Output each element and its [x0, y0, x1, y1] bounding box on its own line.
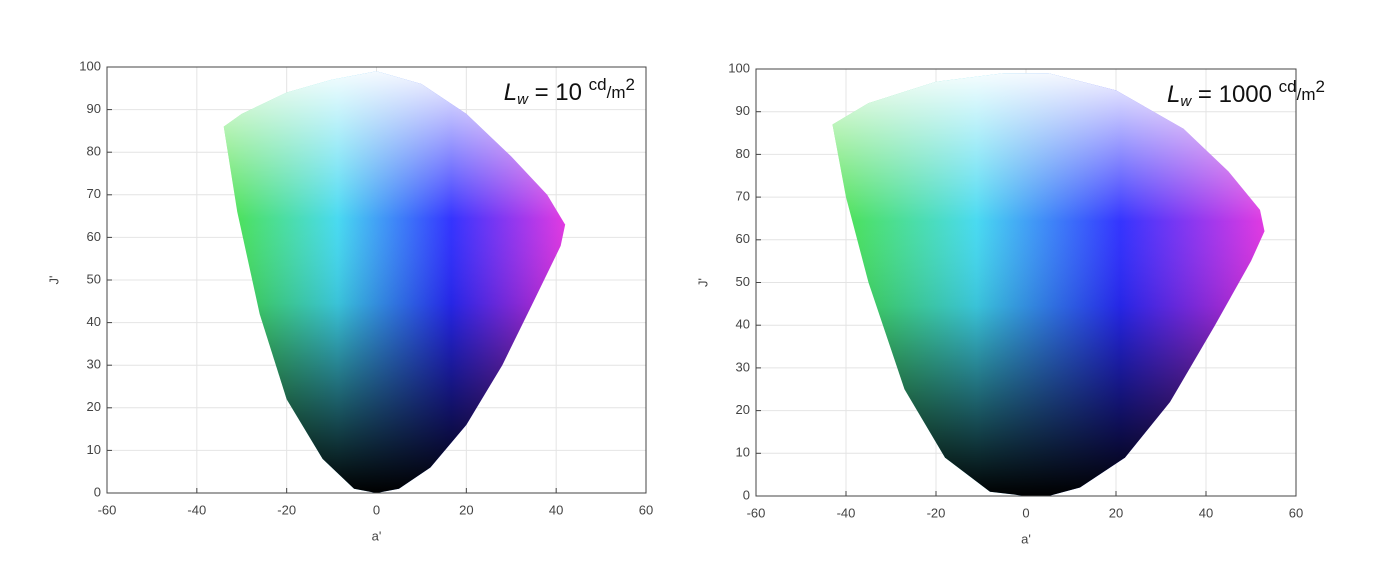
annotation-part: = 10 [528, 79, 589, 106]
axes-box [755, 68, 1297, 497]
x-tick-label: -60 [98, 502, 117, 517]
x-tick-label: 0 [1022, 505, 1029, 520]
annotation-part: = 1000 [1191, 81, 1278, 108]
x-tick-label: -20 [277, 502, 296, 517]
y-tick-label: 40 [87, 314, 101, 329]
annotation: Lw = 10 cd/m2 [504, 75, 635, 107]
y-tick-label: 20 [87, 399, 101, 414]
annotation-part: w [517, 91, 529, 108]
x-axis-label: a' [372, 528, 382, 543]
y-axis-label: J' [46, 276, 61, 285]
y-tick-label: 90 [736, 103, 750, 118]
axes-box [106, 66, 647, 494]
y-tick-label: 10 [736, 445, 750, 460]
annotation-part: /m [607, 83, 626, 102]
annotation-part: cd [1279, 77, 1297, 96]
y-tick-label: 50 [736, 274, 750, 289]
y-tick-label: 0 [94, 484, 101, 499]
y-tick-label: 70 [87, 186, 101, 201]
y-tick-label: 10 [87, 442, 101, 457]
annotation-part: w [1180, 93, 1192, 110]
x-tick-label: 20 [1109, 505, 1123, 520]
y-tick-label: 50 [87, 271, 101, 286]
gamut-shade [832, 73, 1265, 497]
annotation-part: L [1167, 81, 1180, 108]
x-tick-label: -40 [187, 502, 206, 517]
y-tick-label: 60 [87, 229, 101, 244]
x-tick-label: -60 [747, 505, 766, 520]
y-tick-label: 0 [743, 487, 750, 502]
annotation-part: 2 [1316, 77, 1325, 96]
annotation: Lw = 1000 cd/m2 [1167, 77, 1325, 109]
x-tick-label: 0 [373, 502, 380, 517]
y-tick-label: 20 [736, 402, 750, 417]
annotation-part: 2 [626, 75, 635, 94]
gamut-shade [223, 71, 566, 493]
x-tick-label: 40 [549, 502, 563, 517]
y-tick-label: 80 [87, 144, 101, 159]
x-tick-label: -40 [837, 505, 856, 520]
x-tick-label: 60 [1289, 505, 1303, 520]
y-tick-label: 60 [736, 231, 750, 246]
y-tick-label: 30 [87, 357, 101, 372]
annotation-part: L [504, 79, 517, 106]
y-tick-label: 100 [79, 58, 101, 73]
y-tick-label: 30 [736, 359, 750, 374]
x-tick-label: -20 [927, 505, 946, 520]
y-tick-label: 70 [736, 189, 750, 204]
annotation-part: /m [1297, 85, 1316, 104]
x-tick-label: 20 [459, 502, 473, 517]
x-tick-label: 40 [1199, 505, 1213, 520]
annotation-part: cd [589, 75, 607, 94]
y-tick-label: 80 [736, 146, 750, 161]
x-axis-label: a' [1021, 531, 1031, 546]
y-tick-label: 90 [87, 101, 101, 116]
y-tick-label: 100 [728, 60, 750, 75]
x-tick-label: 60 [639, 502, 653, 517]
y-tick-label: 40 [736, 317, 750, 332]
y-axis-label: J' [695, 278, 710, 287]
